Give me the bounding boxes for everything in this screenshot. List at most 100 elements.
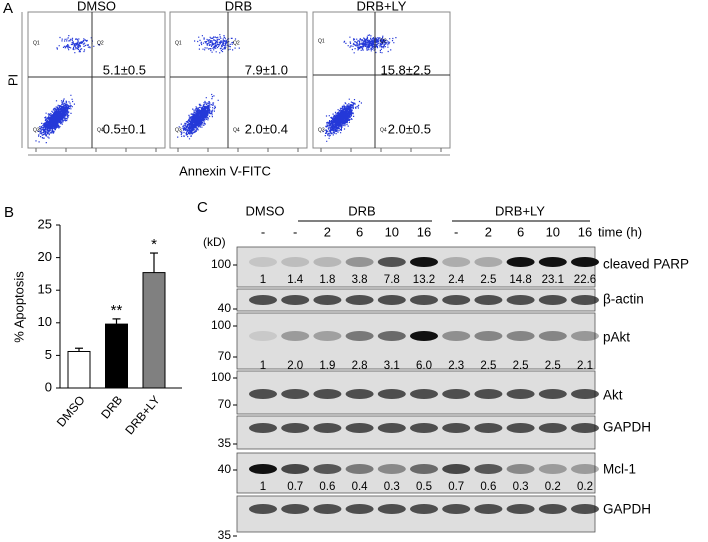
quadrant-label: Q3	[318, 127, 325, 133]
quant-value: 1.8	[319, 274, 335, 286]
quant-value: 1	[260, 274, 266, 286]
band	[345, 464, 374, 474]
lane-label: 16	[417, 224, 431, 239]
band	[281, 295, 310, 305]
scatter-dots	[322, 34, 397, 142]
y-axis-label: % Apoptosis	[11, 271, 26, 343]
blot-label: cleaved PARP	[603, 257, 689, 272]
band	[474, 504, 503, 514]
band	[410, 331, 438, 341]
bar	[142, 272, 166, 389]
x-tick-label: DMSO	[54, 393, 88, 430]
blot-strip	[236, 312, 596, 370]
quant-value: 2.5	[480, 274, 496, 286]
quant-value: 2.1	[577, 360, 593, 372]
quant-value: 14.8	[509, 274, 531, 286]
quadrant-label: Q4	[97, 127, 104, 133]
quant-value: 0.7	[448, 481, 464, 493]
marker-label: 40	[218, 301, 232, 315]
quadrant-label: Q4	[233, 127, 240, 133]
band	[313, 423, 342, 433]
y-axis-label: PI	[5, 74, 20, 86]
quadrant-label: Q1	[175, 40, 182, 46]
band	[281, 504, 310, 514]
quant-value: 3.8	[352, 274, 368, 286]
band	[410, 295, 438, 305]
band	[538, 504, 567, 514]
band	[345, 504, 374, 514]
y-tick-label: 20	[38, 249, 52, 264]
marker-label: 70	[218, 349, 232, 363]
bar	[105, 323, 128, 389]
band	[506, 257, 535, 267]
band	[345, 389, 374, 399]
band	[506, 504, 535, 514]
quant-value: 1.9	[319, 360, 335, 372]
quant-value: 0.3	[384, 481, 400, 493]
band	[249, 464, 277, 474]
band	[538, 295, 567, 305]
band	[538, 389, 567, 399]
panel-label: A	[3, 0, 13, 17]
band	[281, 423, 310, 433]
band	[377, 295, 406, 305]
quadrant-value: 15.8±2.5	[380, 62, 431, 77]
lane-label: 2	[485, 224, 492, 239]
band	[410, 464, 438, 474]
quadrant-value: 0.5±0.1	[103, 121, 146, 136]
quant-value: 1.4	[287, 274, 304, 286]
quadrant-label: Q3	[175, 127, 182, 133]
band	[538, 331, 567, 341]
kd-label: (kD)	[203, 235, 226, 249]
band	[442, 389, 471, 399]
quant-value: 0.3	[513, 481, 529, 493]
band	[506, 295, 535, 305]
band	[345, 331, 374, 341]
quant-value: 2.8	[352, 360, 368, 372]
band	[410, 389, 438, 399]
band	[313, 389, 342, 399]
blot-label: Mcl-1	[603, 462, 636, 477]
lane-label: 6	[356, 224, 363, 239]
band	[442, 257, 471, 267]
band	[345, 295, 374, 305]
quant-value: 0.6	[480, 481, 496, 493]
quadrant-label: Q4	[380, 127, 387, 133]
x-tick-label: DRB	[98, 393, 125, 421]
quant-value: 2.5	[545, 360, 561, 372]
blot-label: Akt	[603, 388, 623, 403]
quant-value: 6.0	[416, 360, 432, 372]
band	[571, 423, 599, 433]
y-tick-label: 25	[38, 216, 52, 231]
quant-value: 0.5	[416, 481, 432, 493]
band	[442, 423, 471, 433]
band	[571, 389, 599, 399]
band	[345, 423, 374, 433]
band	[571, 504, 599, 514]
band	[377, 464, 406, 474]
y-tick-label: 10	[38, 314, 52, 329]
band	[442, 464, 471, 474]
x-axis-label: Annexin V-FITC	[179, 163, 271, 178]
quant-value: 2.0	[287, 360, 303, 372]
quant-value: 2.3	[448, 360, 464, 372]
band	[474, 257, 503, 267]
scatter-dots	[177, 34, 240, 140]
blot-strip	[236, 495, 596, 533]
quant-value: 0.2	[545, 481, 561, 493]
band	[506, 423, 535, 433]
band	[313, 257, 342, 267]
band	[442, 331, 471, 341]
marker-label: 100	[211, 257, 231, 271]
lane-label: 2	[324, 224, 331, 239]
quant-value: 22.6	[574, 274, 596, 286]
y-tick-label: 5	[45, 347, 52, 362]
band	[410, 423, 438, 433]
plot-title: DRB+LY	[357, 0, 407, 13]
significance: *	[151, 236, 157, 253]
quant-value: 23.1	[542, 274, 564, 286]
quant-value: 13.2	[413, 274, 435, 286]
band	[249, 504, 277, 514]
marker-label: 70	[218, 397, 232, 411]
